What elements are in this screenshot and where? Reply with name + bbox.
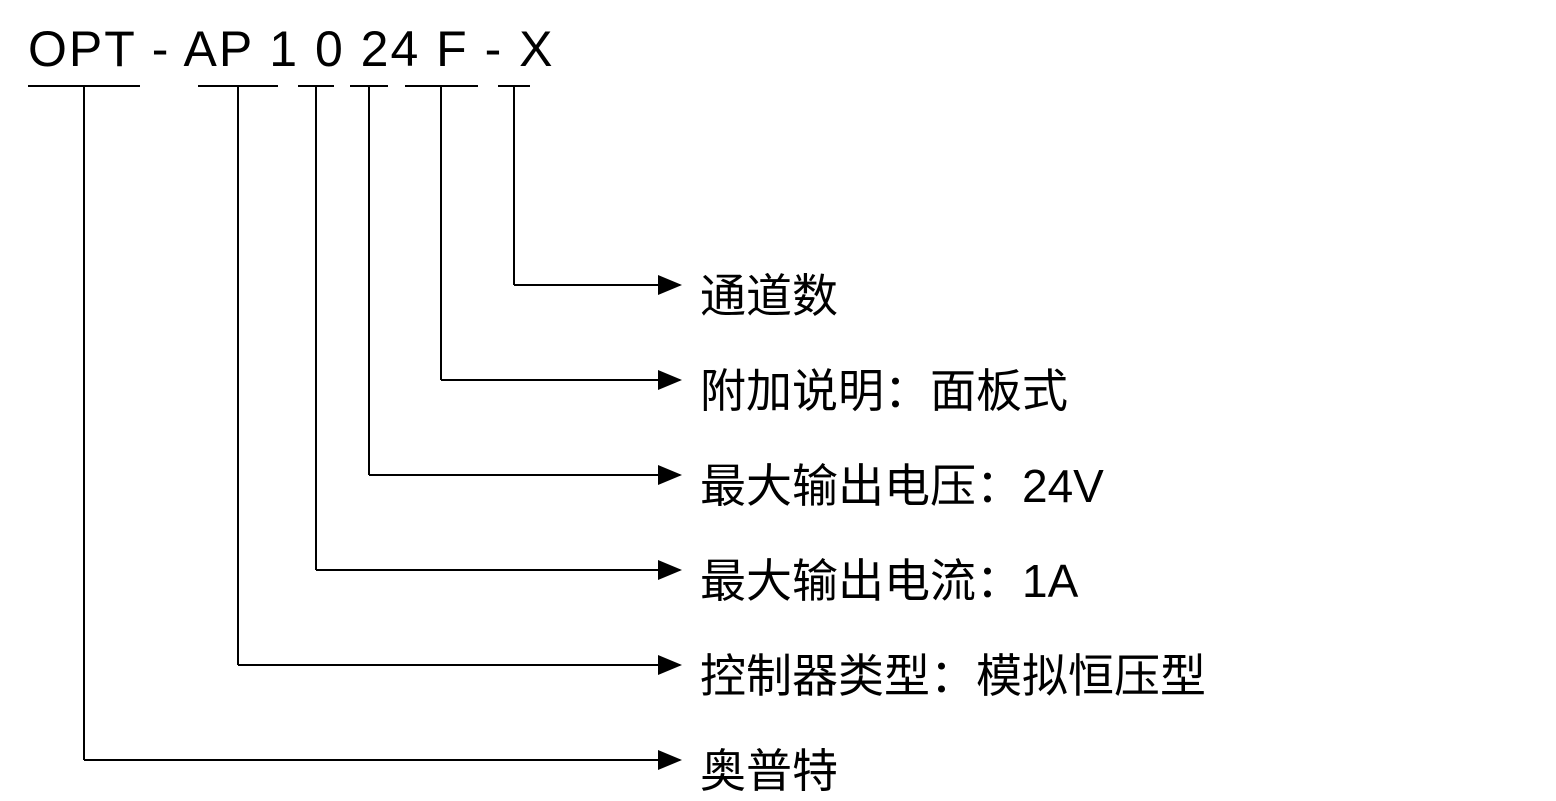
label-ap: 控制器类型：模拟恒压型: [700, 640, 1206, 706]
label-twentyfour: 附加说明：面板式: [700, 355, 1068, 421]
label-opt: 奥普特: [700, 735, 838, 801]
label-f: 通道数: [700, 260, 838, 326]
label-zero: 最大输出电压：24V: [700, 450, 1104, 516]
label-one: 最大输出电流：1A: [700, 545, 1078, 611]
